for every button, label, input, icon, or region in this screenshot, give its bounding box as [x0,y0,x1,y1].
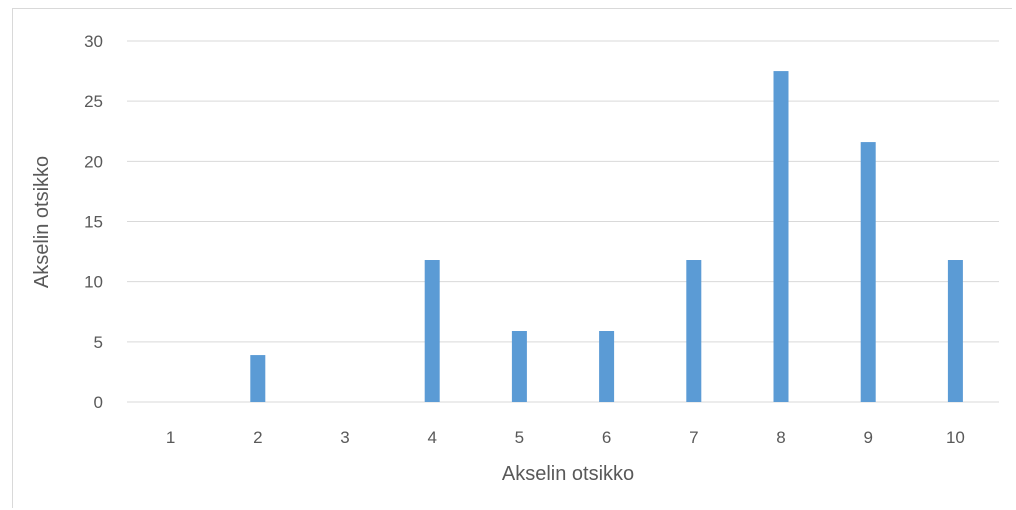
x-tick-label: 5 [515,428,524,447]
bars [250,71,963,402]
bar [947,260,963,402]
x-tick-label: 6 [602,428,611,447]
bar [424,260,440,402]
y-tick-label: 10 [84,273,103,292]
y-tick-label: 15 [84,213,103,232]
x-tick-label: 2 [253,428,262,447]
bar [250,355,266,402]
x-tick-label: 3 [340,428,349,447]
bar [511,331,527,402]
chart-frame [12,8,1012,508]
bar [599,331,615,402]
x-tick-label: 7 [689,428,698,447]
x-axis-title: Akselin otsikko [502,463,634,485]
gridlines [127,40,999,403]
x-tick-label: 1 [166,428,175,447]
x-tick-label: 9 [863,428,872,447]
x-tick-label: 8 [776,428,785,447]
y-axis-ticks: 0 5 10 15 20 25 30 [84,32,103,412]
bar [860,142,876,402]
y-tick-label: 0 [94,393,103,412]
x-axis-ticks: 1 2 3 4 5 6 7 8 9 10 [166,428,965,447]
y-tick-label: 20 [84,152,103,171]
y-tick-label: 5 [94,333,103,352]
y-tick-label: 25 [84,92,103,111]
y-axis-title: Akselin otsikko [31,156,53,288]
x-tick-label: 10 [946,428,965,447]
bar [773,71,789,402]
x-tick-label: 4 [427,428,436,447]
y-tick-label: 30 [84,32,103,51]
bar [686,260,702,402]
